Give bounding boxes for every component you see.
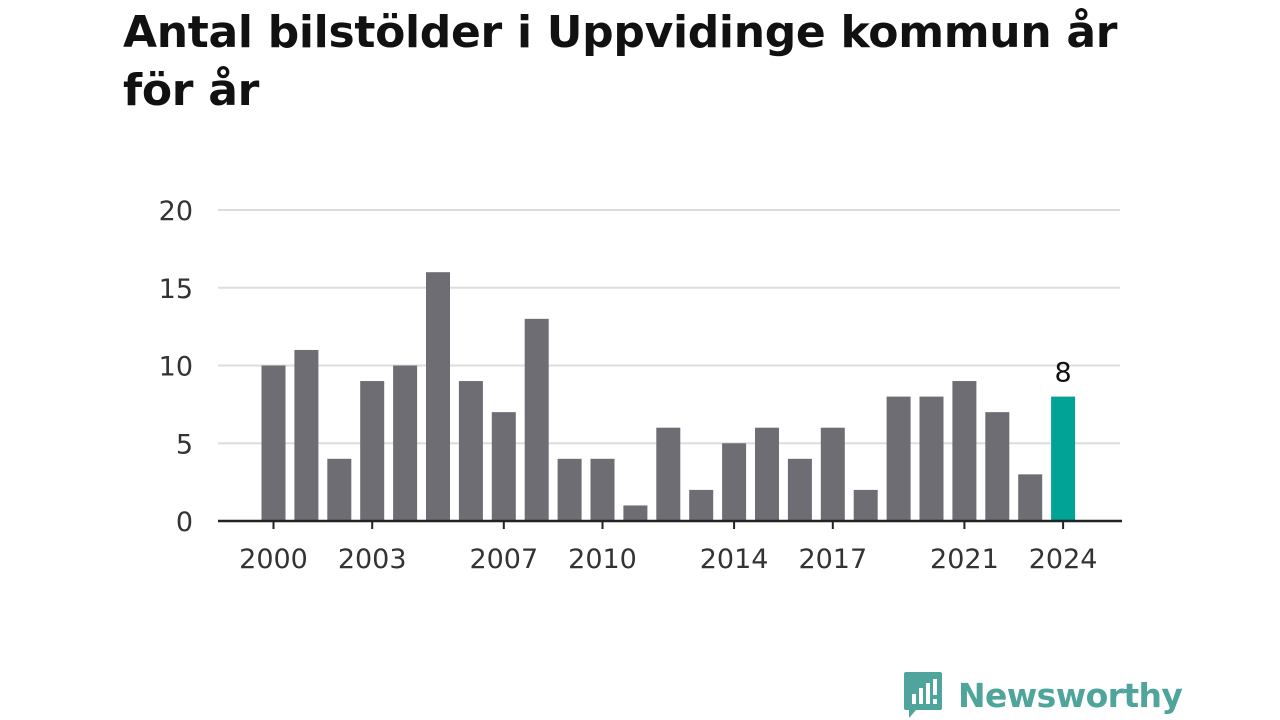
y-tick-label: 5 bbox=[176, 429, 193, 460]
bar bbox=[755, 427, 779, 521]
bar bbox=[557, 458, 582, 521]
bar bbox=[261, 365, 286, 521]
y-tick-label: 20 bbox=[159, 196, 193, 227]
y-tick-label: 15 bbox=[159, 274, 193, 305]
bar bbox=[524, 318, 549, 521]
bar bbox=[952, 381, 977, 521]
x-tick-label: 2007 bbox=[469, 544, 538, 575]
chart-title: Antal bilstölder i Uppvidinge kommun år … bbox=[123, 7, 1118, 116]
newsworthy-logo-icon bbox=[904, 672, 942, 718]
x-tick-label: 2021 bbox=[930, 544, 999, 575]
bar bbox=[1018, 474, 1043, 521]
x-axis-ticks: 2000 2003 2007 2010 2014 2017 2021 2024 bbox=[239, 521, 1097, 575]
bar bbox=[327, 458, 352, 521]
y-tick-label: 10 bbox=[159, 352, 193, 383]
bar bbox=[689, 489, 714, 521]
brand: Newsworthy bbox=[902, 670, 1183, 720]
bars bbox=[261, 272, 1076, 521]
bar bbox=[656, 427, 681, 521]
bar bbox=[853, 489, 878, 521]
bar bbox=[886, 396, 911, 521]
bar bbox=[393, 365, 418, 521]
x-tick-label: 2017 bbox=[798, 544, 867, 575]
bar bbox=[458, 381, 483, 521]
x-tick-label: 2024 bbox=[1029, 544, 1098, 575]
bar-highlight bbox=[1051, 396, 1076, 521]
bar bbox=[985, 412, 1010, 521]
bar bbox=[787, 458, 812, 521]
x-tick-label: 2003 bbox=[338, 544, 407, 575]
highlight-data-label: 8 bbox=[1055, 358, 1072, 389]
bar bbox=[919, 396, 944, 521]
y-tick-label: 0 bbox=[176, 507, 193, 538]
bar bbox=[590, 458, 615, 521]
bar bbox=[491, 412, 516, 521]
bar bbox=[623, 505, 648, 521]
bar bbox=[294, 349, 319, 521]
x-tick-label: 2014 bbox=[700, 544, 769, 575]
brand-name: Newsworthy bbox=[958, 675, 1183, 715]
data-labels: 8 bbox=[1055, 358, 1072, 389]
bar bbox=[722, 443, 747, 521]
y-axis-ticks: 0 5 10 15 20 bbox=[159, 196, 193, 538]
gridlines bbox=[218, 209, 1120, 445]
x-tick-label: 2010 bbox=[568, 544, 637, 575]
bar bbox=[820, 427, 845, 521]
bar bbox=[426, 272, 450, 521]
x-tick-label: 2000 bbox=[239, 544, 308, 575]
bar bbox=[360, 381, 385, 521]
